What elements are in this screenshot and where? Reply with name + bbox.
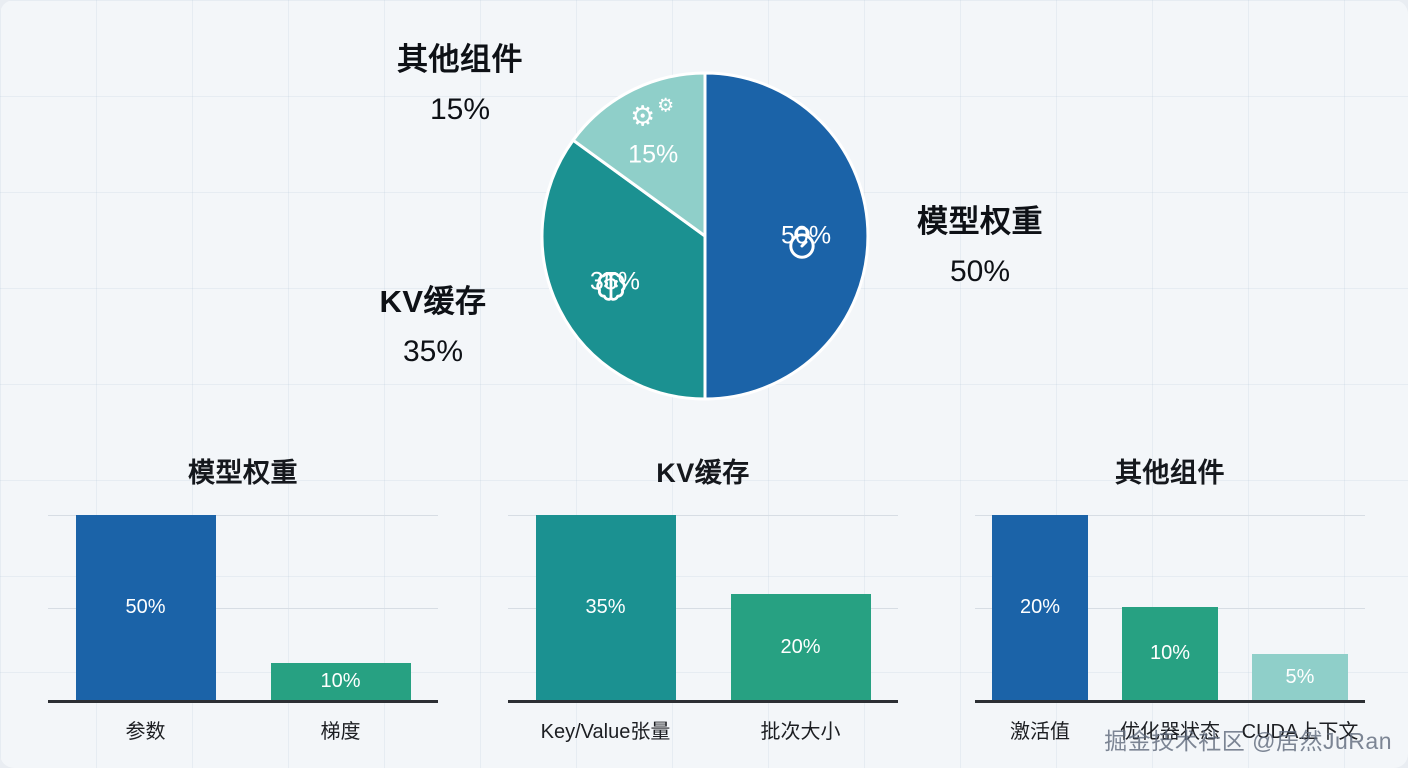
gridline — [508, 515, 898, 516]
bar-value-label: 20% — [1019, 596, 1061, 618]
category-labels: Key/Value张量 批次大小 — [508, 715, 898, 744]
bar-chart-model-weights: 模型权重 50% 10% 参数 梯度 — [48, 456, 438, 744]
category-label: 批次大小 — [760, 721, 841, 743]
pie-label-text: KV缓存 — [379, 284, 487, 319]
bar-chart-kv-cache: KV缓存 35% 20% Key/Value张量 批次大小 — [508, 456, 898, 744]
pie-label-other-components: 其他组件 15% — [330, 34, 590, 127]
bar-cell: 35% — [508, 515, 703, 700]
category-labels: 激活值 优化器状态 CUDA上下文 — [975, 715, 1365, 744]
gridline — [48, 607, 438, 609]
bar: 50% — [75, 515, 216, 700]
bar-cell: 20% — [703, 594, 898, 700]
bar-chart-other-components: 其他组件 20% 10% 5% 激活值 优化器状态 CUDA上下文 — [975, 456, 1365, 744]
category-label: Key/Value张量 — [540, 721, 671, 743]
pie-label-text: 模型权重 — [917, 204, 1043, 239]
plot-area: 50% 10% — [48, 515, 438, 703]
gridline — [975, 515, 1365, 516]
bar-cell: 20% — [975, 515, 1105, 700]
category-label: 优化器状态 — [1120, 721, 1220, 743]
pie-label-percent: 15% — [429, 93, 491, 126]
pie-label-text: 其他组件 — [397, 42, 523, 77]
bar-cell: 10% — [243, 663, 438, 700]
bar-value-label: 10% — [320, 670, 361, 692]
bars: 50% 10% — [48, 515, 438, 700]
bar-cell: 10% — [1105, 607, 1235, 700]
bar-chart-title: 模型权重 — [188, 458, 298, 488]
category-label: CUDA上下文 — [1241, 721, 1359, 743]
bar-value-label: 10% — [1149, 642, 1191, 664]
bar: 5% — [1252, 654, 1348, 700]
bar-value-label: 20% — [780, 635, 821, 658]
bars: 35% 20% — [508, 515, 898, 700]
bar: 10% — [1122, 607, 1218, 700]
bar-value-label: 50% — [125, 596, 166, 618]
plot-area: 20% 10% 5% — [975, 515, 1365, 703]
gridline — [508, 607, 898, 609]
pie-label-model-weights: 模型权重 50% — [850, 196, 1110, 289]
bar-cell: 5% — [1235, 654, 1365, 700]
bar-value-label: 5% — [1285, 665, 1315, 688]
pie-label-percent: 35% — [402, 335, 464, 368]
category-labels: 参数 梯度 — [48, 715, 438, 744]
pie-label-kv-cache: KV缓存 35% — [303, 276, 563, 369]
category-label: 梯度 — [320, 721, 361, 743]
pie-slice-1 — [703, 71, 870, 401]
bar-cell: 50% — [48, 515, 243, 700]
category-label: 参数 — [125, 721, 166, 743]
plot-area: 35% 20% — [508, 515, 898, 703]
bar: 20% — [730, 594, 871, 700]
bar: 20% — [992, 515, 1088, 700]
bar: 10% — [270, 663, 411, 700]
watermark: 掘金技术社区 @居然JuRan — [1104, 728, 1392, 754]
bar: 35% — [535, 515, 676, 700]
pie-slice-3 — [571, 71, 707, 238]
bar-chart-title: KV缓存 — [656, 458, 750, 488]
bar-chart-title: 其他组件 — [1115, 458, 1225, 488]
category-label: 激活值 — [1010, 721, 1070, 743]
gridline — [48, 515, 438, 516]
pie-label-percent: 50% — [949, 255, 1011, 288]
pie-svg — [540, 71, 870, 401]
bar-value-label: 35% — [585, 596, 626, 618]
pie-slice-2 — [540, 138, 707, 401]
bars: 20% 10% 5% — [975, 515, 1365, 700]
